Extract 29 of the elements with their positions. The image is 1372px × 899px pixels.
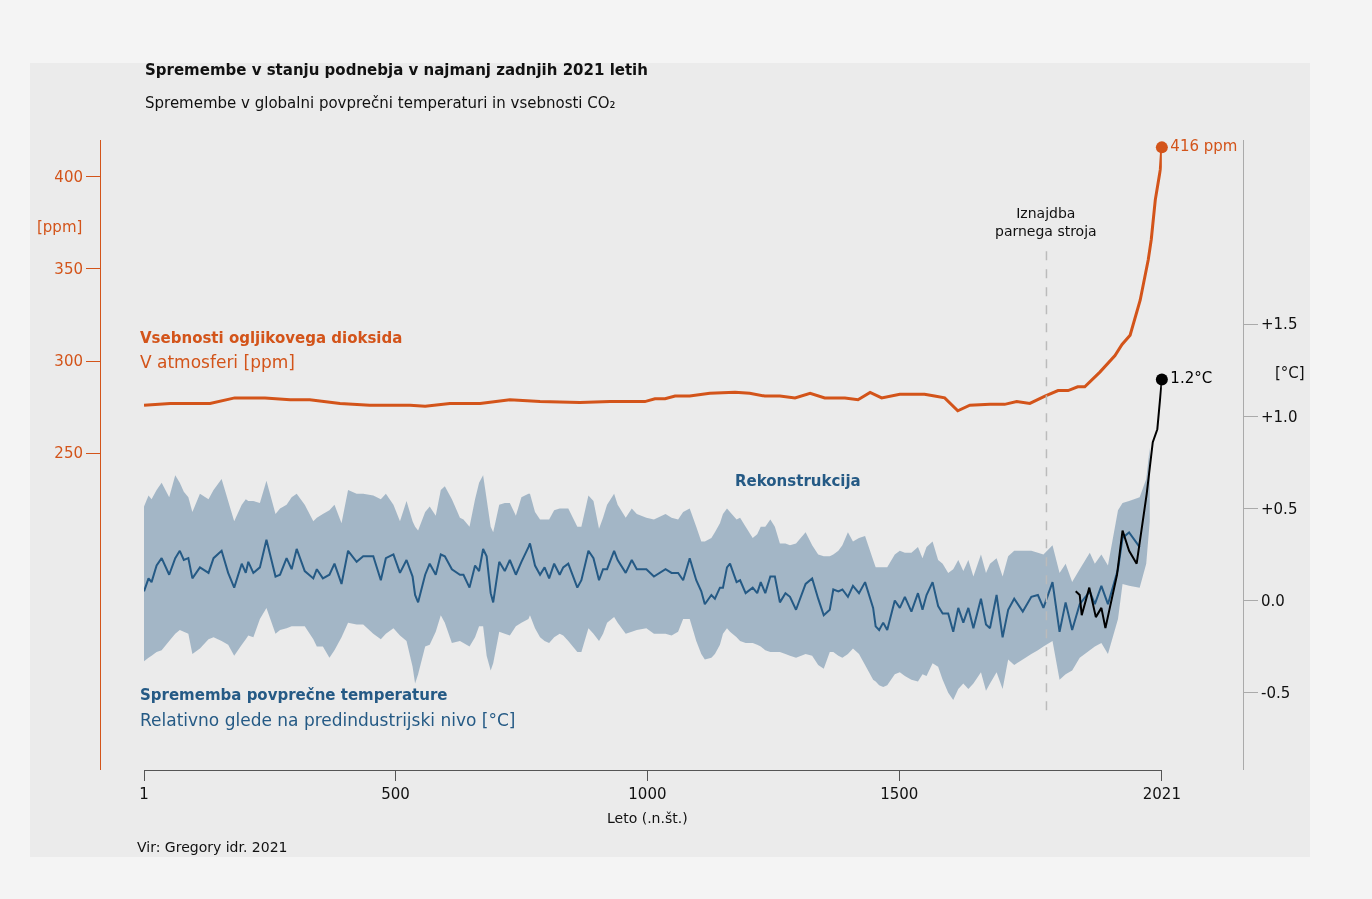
y2-tick-label: 0.0: [1261, 591, 1285, 610]
y2-tick-label: -0.5: [1261, 683, 1291, 702]
chart-title: Spremembe v stanju podnebja v najmanj zadnjih 2021 letih: [145, 61, 648, 79]
annotation: Sprememba povprečne temperature: [140, 686, 448, 704]
y-tick-label: 400: [54, 168, 83, 187]
annotation: V atmosferi [ppm]: [140, 352, 295, 372]
x-tick-label: 1: [139, 785, 149, 803]
annotation: Relativno glede na predindustrijski nivo [°C]: [140, 710, 516, 730]
line-series: [144, 531, 1141, 639]
x-tick-label: 500: [381, 785, 410, 803]
x-tick-label: 2021: [1142, 785, 1181, 803]
x-tick-label: 1000: [628, 785, 667, 803]
y2-tick-label: +1.0: [1261, 407, 1298, 426]
y2-tick-label: +1.5: [1261, 315, 1298, 334]
y-tick-label: 300: [54, 352, 83, 371]
text: Rekonstrukcija: [735, 472, 861, 490]
y-axis-title: [ppm]: [37, 218, 83, 236]
text: Vir: Gregory idr. 2021: [137, 839, 288, 855]
annotation: Vsebnosti ogljikovega dioksida: [140, 329, 403, 347]
ref-line-label: Iznajdba parnega stroja: [995, 205, 1097, 240]
y-tick-label: 250: [54, 444, 83, 463]
data-label: 416 ppm: [1170, 137, 1238, 156]
data-label: 1.2°C: [1170, 369, 1213, 388]
x-axis-title: Leto (.n.št.): [607, 810, 688, 826]
y2-tick-label: +0.5: [1261, 499, 1298, 518]
y2-axis-title: [°C]: [1275, 364, 1305, 382]
x-tick-label: 1500: [880, 785, 919, 803]
y-tick-label: 350: [54, 260, 83, 279]
chart-subtitle: Spremembe v globalni povprečni temperaturi in vsebnosti CO₂: [145, 94, 616, 112]
